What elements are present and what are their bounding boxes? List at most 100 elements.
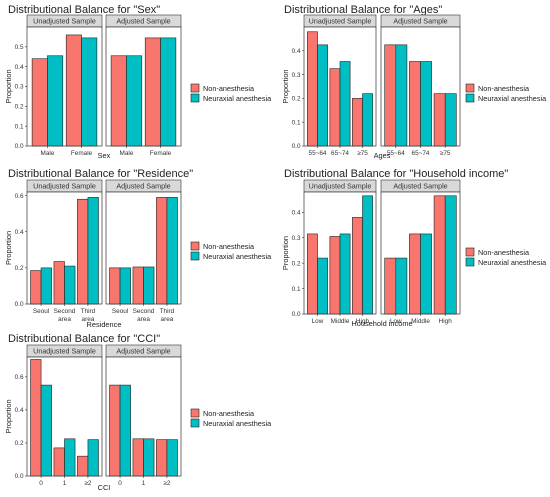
y-axis-title: Proportion bbox=[281, 236, 290, 270]
y-tick-label: 0.6 bbox=[15, 374, 24, 381]
x-axis-title: Sex bbox=[98, 151, 111, 160]
legend-swatch bbox=[465, 257, 475, 267]
legend-swatch bbox=[190, 408, 200, 418]
legend-label: Non-anesthesia bbox=[478, 248, 530, 257]
legend-label: Non-anesthesia bbox=[203, 409, 255, 418]
legend-label: Non-anesthesia bbox=[203, 84, 255, 93]
facet-panel: Unadjusted Sample Low Middle High bbox=[303, 179, 377, 325]
x-tick-label: Male bbox=[120, 150, 134, 157]
bar bbox=[160, 37, 177, 147]
bar bbox=[362, 93, 373, 147]
facet-label: Unadjusted Sample bbox=[309, 17, 372, 26]
facet-label: Unadjusted Sample bbox=[309, 182, 372, 191]
y-tick-label: 0.0 bbox=[15, 473, 24, 480]
x-tick-label: 55~64 bbox=[309, 150, 327, 157]
facet-panel: Unadjusted Sample Male Female bbox=[26, 14, 103, 157]
y-tick-label: 0.0 bbox=[292, 311, 301, 318]
x-tick-label: 0 bbox=[39, 480, 43, 487]
x-axis-title: Residence bbox=[87, 320, 122, 329]
bar bbox=[30, 359, 42, 477]
y-tick-label: 0.3 bbox=[292, 72, 301, 79]
facet-label: Adjusted Sample bbox=[393, 17, 447, 26]
chart-title: Distributional Balance for "Sex" bbox=[8, 4, 160, 16]
x-tick-label: Low bbox=[312, 318, 324, 325]
bar bbox=[329, 236, 341, 315]
y-tick-label: 0.4 bbox=[15, 407, 24, 414]
bar bbox=[126, 55, 143, 147]
bar bbox=[444, 195, 457, 315]
x-tick-label: 55~64 bbox=[387, 150, 405, 157]
x-tick-label: Middle bbox=[331, 318, 350, 325]
bar bbox=[31, 58, 48, 147]
bar bbox=[87, 197, 99, 305]
bar bbox=[420, 233, 432, 315]
bar bbox=[30, 270, 42, 305]
bar bbox=[395, 44, 408, 147]
x-tick-label: Seoul bbox=[112, 308, 128, 315]
x-tick-label: ≥75 bbox=[440, 150, 451, 157]
x-tick-label: ≥2 bbox=[84, 480, 92, 487]
y-tick-label: 0.5 bbox=[15, 44, 24, 51]
bar bbox=[329, 68, 341, 147]
bar bbox=[110, 55, 127, 147]
bar bbox=[307, 31, 318, 147]
bar bbox=[64, 438, 76, 477]
chart-title: Distributional Balance for "Ages" bbox=[284, 4, 442, 16]
legend-swatch bbox=[190, 83, 200, 93]
x-tick-label: area bbox=[82, 316, 95, 323]
bar bbox=[143, 438, 155, 477]
y-tick-label: 0.4 bbox=[292, 48, 301, 55]
bar bbox=[53, 447, 65, 477]
bar bbox=[409, 233, 421, 315]
facet-panel: Adjusted Sample 0 1 ≥2 bbox=[105, 344, 182, 487]
chart-4: Distributional Balance for "Household in… bbox=[281, 168, 547, 328]
bar bbox=[384, 44, 397, 147]
bar bbox=[132, 438, 144, 477]
chart-5: Distributional Balance for "CCI"Unadjust… bbox=[4, 333, 272, 492]
bar bbox=[119, 267, 131, 305]
x-tick-label: Seoul bbox=[33, 308, 49, 315]
bar bbox=[77, 455, 89, 477]
legend-label: Neuraxial anesthesia bbox=[203, 419, 272, 428]
x-tick-label: Middle bbox=[411, 318, 430, 325]
bar bbox=[166, 197, 178, 305]
legend-swatch bbox=[190, 93, 200, 103]
x-tick-label: Third bbox=[160, 308, 175, 315]
bar bbox=[87, 439, 99, 477]
bar bbox=[47, 55, 64, 147]
bar bbox=[352, 98, 363, 147]
y-tick-label: 0.3 bbox=[292, 235, 301, 242]
y-tick-label: 0.2 bbox=[15, 265, 24, 272]
bar bbox=[409, 61, 421, 147]
bar bbox=[77, 198, 89, 305]
bar bbox=[156, 439, 168, 477]
bar bbox=[317, 44, 328, 147]
legend-swatch bbox=[190, 418, 200, 428]
legend-swatch bbox=[465, 247, 475, 257]
legend-label: Neuraxial anesthesia bbox=[203, 252, 272, 261]
bar bbox=[109, 384, 121, 477]
x-tick-label: Female bbox=[150, 150, 172, 157]
y-axis-title: Proportion bbox=[4, 231, 13, 265]
bar bbox=[132, 266, 144, 305]
bar bbox=[156, 197, 168, 305]
x-axis-title: CCI bbox=[98, 483, 111, 492]
y-tick-label: 0.2 bbox=[292, 96, 301, 103]
chart-title: Distributional Balance for "Household in… bbox=[284, 168, 508, 180]
y-axis-title: Proportion bbox=[4, 399, 13, 433]
bar bbox=[143, 266, 155, 305]
bar bbox=[53, 261, 65, 305]
facet-panel: Adjusted Sample Male Female bbox=[105, 14, 182, 157]
x-tick-label: 0 bbox=[118, 480, 122, 487]
bar bbox=[433, 93, 446, 147]
y-tick-label: 0.0 bbox=[15, 143, 24, 150]
y-axis-title: Proportion bbox=[281, 69, 290, 103]
y-tick-label: 0.4 bbox=[15, 64, 24, 71]
